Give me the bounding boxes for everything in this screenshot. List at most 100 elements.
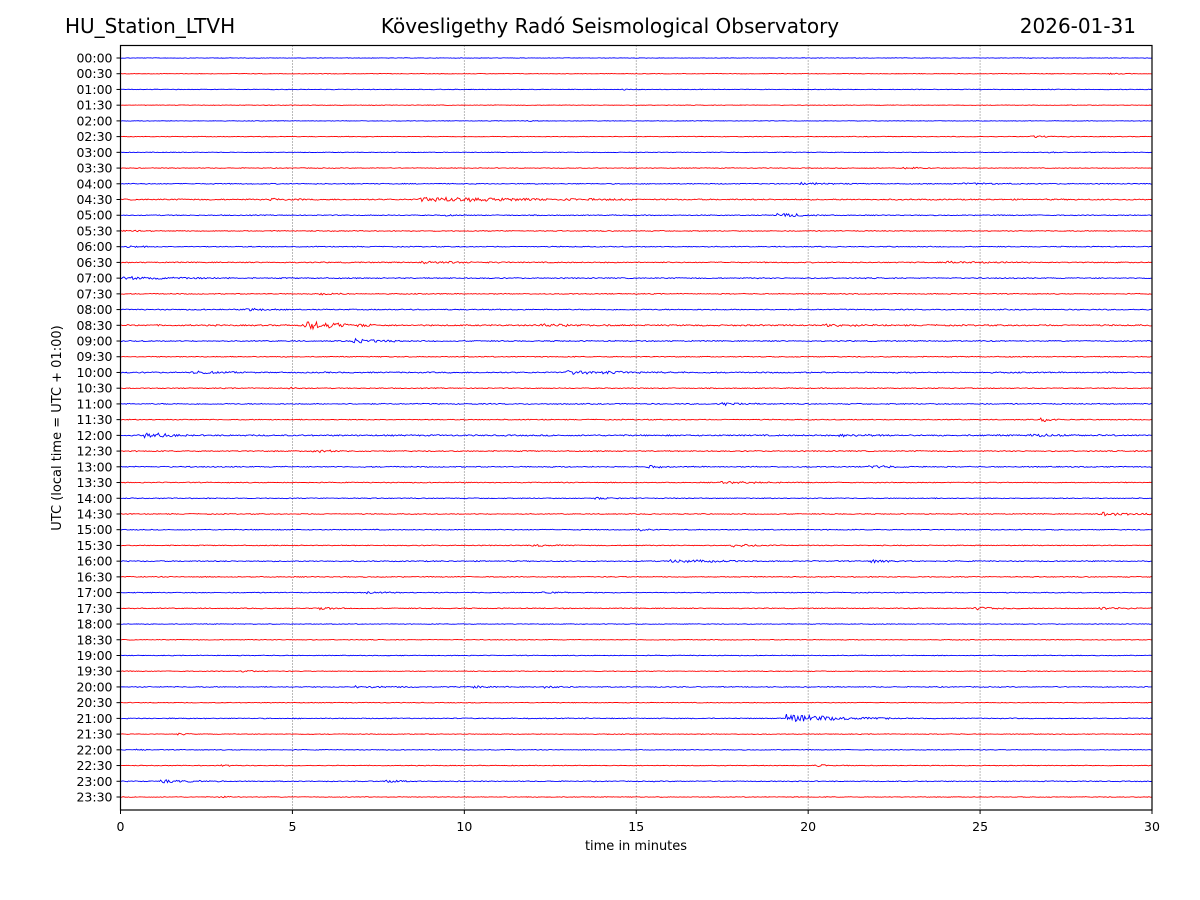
traces bbox=[120, 57, 1153, 799]
y-tick-label: 01:00 bbox=[76, 82, 112, 97]
y-tick-label: 05:00 bbox=[76, 208, 112, 223]
y-tick-label: 14:00 bbox=[76, 491, 112, 506]
trace-1800 bbox=[120, 623, 1153, 625]
y-tick-label: 06:30 bbox=[76, 255, 112, 270]
chart-title: Kövesligethy Radó Seismological Observat… bbox=[380, 14, 840, 38]
trace-2000 bbox=[120, 685, 1153, 689]
y-tick-label: 03:00 bbox=[76, 145, 112, 160]
trace-1430 bbox=[120, 511, 1153, 517]
y-tick-label: 10:30 bbox=[76, 381, 112, 396]
trace-1230 bbox=[120, 449, 1153, 454]
trace-0700 bbox=[120, 275, 1152, 281]
y-tick-label: 09:30 bbox=[76, 349, 112, 364]
trace-0030 bbox=[120, 72, 1153, 75]
date-label: 2026-01-31 bbox=[1019, 14, 1136, 38]
trace-1900 bbox=[120, 654, 1153, 657]
trace-1830 bbox=[120, 638, 1153, 641]
x-axis: 0 5 10 15 20 25 30 bbox=[117, 810, 1160, 834]
trace-2200 bbox=[120, 748, 1153, 751]
grid-lines bbox=[292, 45, 981, 810]
trace-0400 bbox=[120, 181, 1153, 186]
trace-1400 bbox=[120, 496, 1153, 500]
trace-2130 bbox=[120, 732, 1153, 736]
y-tick-label: 15:00 bbox=[76, 522, 112, 537]
trace-1130 bbox=[120, 417, 1153, 423]
y-tick-label: 20:30 bbox=[76, 695, 112, 710]
x-tick-label: 0 bbox=[117, 819, 125, 834]
y-tick-label: 21:00 bbox=[76, 711, 112, 726]
y-tick-label: 22:00 bbox=[76, 742, 112, 757]
trace-0930 bbox=[120, 355, 1153, 358]
x-tick-label: 20 bbox=[800, 819, 816, 834]
trace-1330 bbox=[120, 481, 1153, 485]
trace-2300 bbox=[120, 779, 1153, 784]
y-tick-label: 06:00 bbox=[76, 239, 112, 254]
y-tick-label: 22:30 bbox=[76, 758, 112, 773]
y-tick-label: 08:30 bbox=[76, 318, 112, 333]
y-tick-label: 07:30 bbox=[76, 286, 112, 301]
x-tick-label: 5 bbox=[288, 819, 296, 834]
y-tick-label: 16:00 bbox=[76, 554, 112, 569]
y-tick-label: 11:30 bbox=[76, 412, 112, 427]
y-tick-label: 00:30 bbox=[76, 66, 112, 81]
y-tick-label: 01:30 bbox=[76, 98, 112, 113]
y-tick-label: 13:00 bbox=[76, 459, 112, 474]
trace-2230 bbox=[120, 763, 1153, 768]
y-tick-label: 03:30 bbox=[76, 161, 112, 176]
y-tick-label: 00:00 bbox=[76, 51, 112, 66]
trace-0630 bbox=[120, 260, 1153, 265]
trace-0730 bbox=[120, 292, 1153, 296]
trace-0500 bbox=[120, 212, 1153, 218]
y-tick-label: 18:00 bbox=[76, 617, 112, 632]
trace-1500 bbox=[120, 528, 1153, 532]
y-tick-label: 12:30 bbox=[76, 444, 112, 459]
trace-0830 bbox=[120, 320, 1153, 331]
trace-0430 bbox=[120, 196, 1153, 203]
y-tick-label: 20:00 bbox=[76, 679, 112, 694]
trace-0800 bbox=[120, 307, 1153, 312]
trace-1200 bbox=[120, 432, 1153, 439]
y-tick-label: 07:00 bbox=[76, 271, 112, 286]
y-tick-label: 17:30 bbox=[76, 601, 112, 616]
station-name: HU_Station_LTVH bbox=[65, 14, 236, 38]
y-axis-label: UTC (local time = UTC + 01:00) bbox=[50, 325, 65, 530]
y-tick-label: 12:00 bbox=[76, 428, 112, 443]
y-tick-label: 04:00 bbox=[76, 176, 112, 191]
trace-1530 bbox=[120, 543, 1153, 548]
trace-1930 bbox=[120, 670, 1153, 673]
trace-0000 bbox=[120, 57, 1153, 59]
y-tick-label: 17:00 bbox=[76, 585, 112, 600]
y-tick-label: 23:00 bbox=[76, 774, 112, 789]
trace-0330 bbox=[120, 166, 1153, 170]
y-tick-label: 10:00 bbox=[76, 365, 112, 380]
y-tick-label: 19:30 bbox=[76, 664, 112, 679]
trace-0300 bbox=[120, 151, 1153, 154]
y-tick-label: 21:30 bbox=[76, 727, 112, 742]
trace-2330 bbox=[120, 795, 1153, 799]
y-tick-label: 09:00 bbox=[76, 334, 112, 349]
x-tick-label: 15 bbox=[628, 819, 644, 834]
trace-0900 bbox=[120, 337, 1153, 344]
y-tick-label: 14:30 bbox=[76, 506, 112, 521]
trace-2030 bbox=[120, 701, 1153, 704]
y-tick-label: 18:30 bbox=[76, 632, 112, 647]
y-tick-label: 04:30 bbox=[76, 192, 112, 207]
trace-0230 bbox=[120, 135, 1153, 138]
y-tick-label: 02:00 bbox=[76, 113, 112, 128]
x-tick-label: 25 bbox=[972, 819, 988, 834]
trace-1030 bbox=[120, 386, 1153, 390]
trace-0200 bbox=[120, 119, 1153, 122]
trace-1300 bbox=[120, 464, 1153, 469]
trace-1600 bbox=[120, 558, 1153, 564]
trace-1100 bbox=[120, 402, 1153, 407]
y-tick-label: 08:00 bbox=[76, 302, 112, 317]
trace-2100 bbox=[120, 714, 1153, 723]
trace-0100 bbox=[120, 88, 1153, 91]
y-tick-label: 02:30 bbox=[76, 129, 112, 144]
trace-0130 bbox=[120, 104, 1153, 106]
x-tick-label: 10 bbox=[456, 819, 472, 834]
x-tick-label: 30 bbox=[1144, 819, 1160, 834]
y-tick-label: 23:30 bbox=[76, 790, 112, 805]
trace-1000 bbox=[120, 370, 1153, 375]
